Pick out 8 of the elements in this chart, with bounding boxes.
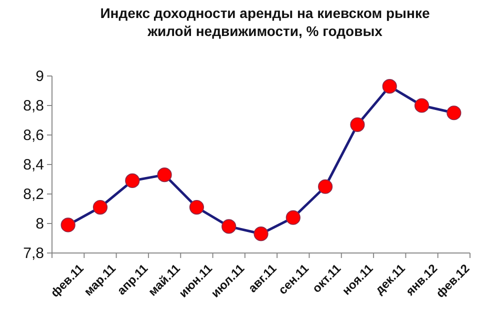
y-tick-label: 8 [36,215,44,232]
y-tick-label: 8,2 [23,186,44,203]
y-tick-label: 8,6 [23,126,44,144]
y-tick-label: 9 [36,68,44,85]
y-tick-label: 8,4 [23,156,44,174]
y-tick-label: 7,8 [23,244,44,262]
y-tick-label: 8,8 [23,97,44,114]
chart-title: Индекс доходности аренды на киевском рынке жилой недвижимости, % годовых [100,5,430,39]
